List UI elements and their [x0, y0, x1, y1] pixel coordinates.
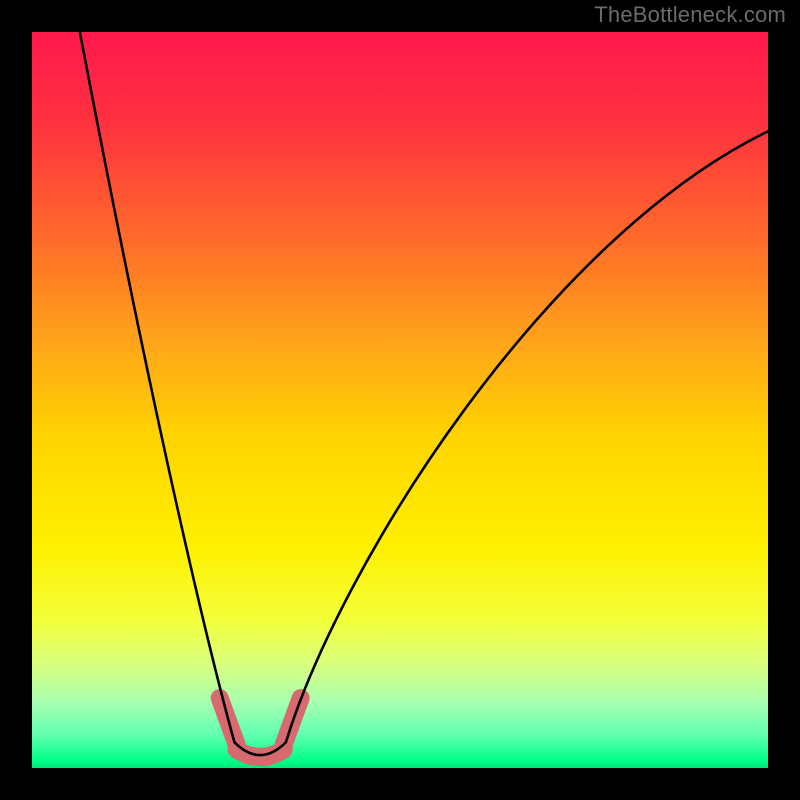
plot-area	[32, 32, 768, 768]
chart-stage: TheBottleneck.com	[0, 0, 800, 800]
bottleneck-chart	[0, 0, 800, 800]
watermark-text: TheBottleneck.com	[594, 2, 786, 28]
